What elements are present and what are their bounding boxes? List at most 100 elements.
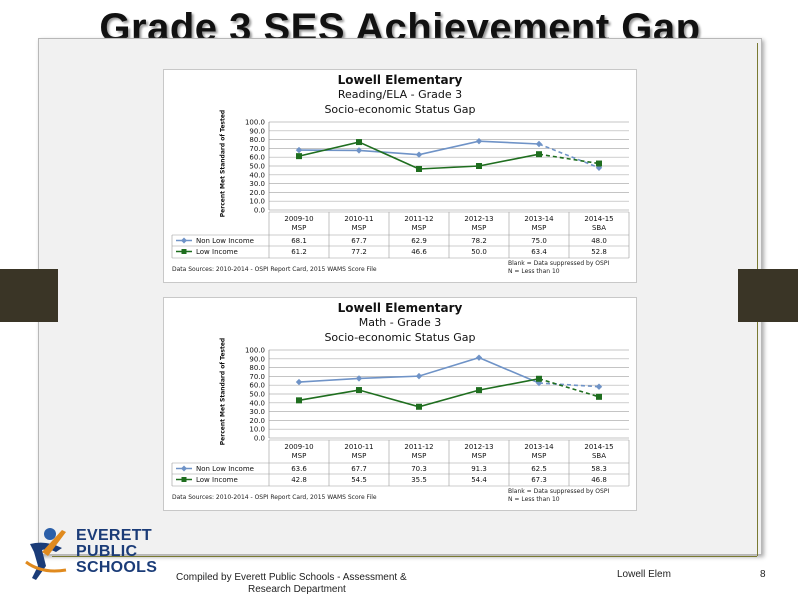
square-marker xyxy=(536,375,542,382)
legend-label: Non Low Income xyxy=(196,465,254,473)
test-label: SBA xyxy=(592,452,606,460)
data-value-label: 54.5 xyxy=(351,476,367,484)
y-tick-label: 20.0 xyxy=(249,189,265,197)
test-label: MSP xyxy=(352,452,367,460)
square-marker xyxy=(296,397,302,404)
x-tick-label: 2010-11 xyxy=(344,215,373,223)
page-number: 8 xyxy=(760,569,766,580)
logo-line-1: EVERETT xyxy=(76,527,152,544)
y-tick-label: 40.0 xyxy=(249,171,265,179)
legend-square-marker xyxy=(181,249,187,254)
side-tab-right xyxy=(738,269,798,322)
data-value-label: 58.3 xyxy=(591,465,607,473)
test-label: MSP xyxy=(292,452,307,460)
square-marker xyxy=(356,387,362,394)
legend-square-marker xyxy=(181,477,187,482)
y-tick-label: 50.0 xyxy=(249,163,265,171)
chart-title: Lowell Elementary xyxy=(337,301,463,315)
data-value-label: 46.6 xyxy=(411,248,427,256)
x-tick-label: 2012-13 xyxy=(464,443,493,451)
diamond-marker xyxy=(355,147,363,154)
diamond-marker xyxy=(475,137,483,145)
square-marker xyxy=(416,165,422,172)
x-tick-label: 2009-10 xyxy=(284,215,313,223)
diamond-marker xyxy=(595,383,603,390)
data-value-label: 78.2 xyxy=(471,237,487,245)
data-value-label: 48.0 xyxy=(591,237,607,245)
source-note: Data Sources: 2010-2014 - OSPI Report Ca… xyxy=(172,266,377,273)
square-marker xyxy=(596,393,602,400)
y-tick-label: 70.0 xyxy=(249,145,265,153)
legend-label: Non Low Income xyxy=(196,237,254,245)
y-tick-label: 100.0 xyxy=(245,119,265,127)
data-value-label: 67.7 xyxy=(351,237,367,245)
test-label: MSP xyxy=(532,452,547,460)
y-tick-label: 30.0 xyxy=(249,180,265,188)
test-label: MSP xyxy=(472,452,487,460)
n-note: N = Less than 10 xyxy=(508,496,560,503)
x-tick-label: 2014-15 xyxy=(584,215,613,223)
legend-diamond-marker xyxy=(181,237,187,244)
data-value-label: 42.8 xyxy=(291,476,307,484)
test-label: SBA xyxy=(592,224,606,232)
data-value-label: 67.7 xyxy=(351,465,367,473)
blank-note: Blank = Data suppressed by OSPI xyxy=(508,488,610,495)
data-value-label: 35.5 xyxy=(411,476,427,484)
chart-title: Lowell Elementary xyxy=(337,73,463,87)
data-value-label: 61.2 xyxy=(291,248,307,256)
x-tick-label: 2010-11 xyxy=(344,443,373,451)
logo-line-2: PUBLIC xyxy=(76,543,138,560)
test-label: MSP xyxy=(292,224,307,232)
diamond-marker xyxy=(295,146,303,154)
y-tick-label: 10.0 xyxy=(249,426,265,434)
x-tick-label: 2011-12 xyxy=(404,215,433,223)
y-tick-label: 10.0 xyxy=(249,198,265,206)
chart-subtitle: Reading/ELA - Grade 3 xyxy=(337,88,463,101)
blank-note: Blank = Data suppressed by OSPI xyxy=(508,260,610,267)
x-tick-label: 2009-10 xyxy=(284,443,313,451)
data-value-label: 62.9 xyxy=(411,237,427,245)
x-tick-label: 2012-13 xyxy=(464,215,493,223)
chart-subtitle: Math - Grade 3 xyxy=(358,316,442,329)
y-tick-label: 80.0 xyxy=(249,136,265,144)
test-label: MSP xyxy=(352,224,367,232)
data-value-label: 62.5 xyxy=(531,465,547,473)
test-label: MSP xyxy=(412,452,427,460)
y-tick-label: 50.0 xyxy=(249,391,265,399)
legend-label: Low Income xyxy=(196,476,238,484)
data-value-label: 52.8 xyxy=(591,248,607,256)
y-tick-label: 30.0 xyxy=(249,408,265,416)
test-label: MSP xyxy=(412,224,427,232)
diamond-marker xyxy=(295,378,303,386)
data-value-label: 68.1 xyxy=(291,237,307,245)
y-tick-label: 70.0 xyxy=(249,373,265,381)
footer-compiled: Compiled by Everett Public Schools - Ass… xyxy=(176,572,407,583)
diamond-marker xyxy=(415,372,423,380)
reading-plot: 100.090.080.070.060.050.040.030.020.010.… xyxy=(171,119,630,259)
data-value-label: 77.2 xyxy=(351,248,367,256)
legend-label: Low Income xyxy=(196,248,238,256)
logo-figure-icon xyxy=(25,528,67,580)
footer-compiled-2: Research Department xyxy=(248,584,346,595)
chart-subtitle-2: Socio-economic Status Gap xyxy=(324,331,476,344)
square-marker xyxy=(596,160,602,167)
math-chart: Lowell Elementary Math - Grade 3 Socio-e… xyxy=(163,297,637,511)
data-value-label: 54.4 xyxy=(471,476,487,484)
diamond-marker xyxy=(415,151,423,158)
data-value-label: 46.8 xyxy=(591,476,607,484)
square-marker xyxy=(476,387,482,394)
math-plot: 100.090.080.070.060.050.040.030.020.010.… xyxy=(171,347,630,487)
logo-line-3: SCHOOLS xyxy=(76,559,158,576)
source-note: Data Sources: 2010-2014 - OSPI Report Ca… xyxy=(172,494,377,501)
data-value-label: 63.4 xyxy=(531,248,547,256)
y-tick-label: 0.0 xyxy=(254,435,265,443)
diamond-marker xyxy=(595,164,603,171)
y-tick-label: 0.0 xyxy=(254,207,265,215)
data-value-label: 75.0 xyxy=(531,237,547,245)
diamond-marker xyxy=(475,354,483,361)
x-tick-label: 2013-14 xyxy=(524,443,554,451)
chart-subtitle-2: Socio-economic Status Gap xyxy=(324,103,476,116)
y-tick-label: 40.0 xyxy=(249,399,265,407)
side-tab-left xyxy=(0,269,58,322)
legend-diamond-marker xyxy=(181,465,187,472)
